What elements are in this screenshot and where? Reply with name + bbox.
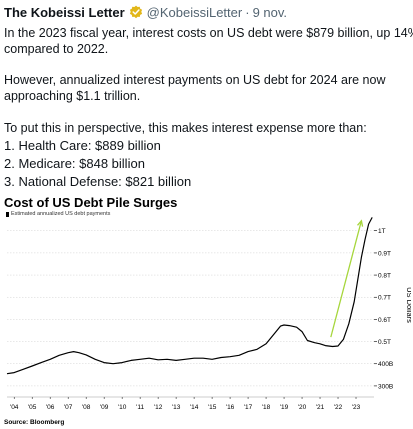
x-tick-label: '13	[172, 404, 181, 411]
author-name[interactable]: The Kobeissi Letter	[4, 4, 125, 20]
legend-swatch	[6, 211, 9, 217]
x-tick-label: '16	[226, 404, 235, 411]
y-tick-label: 1T	[378, 228, 386, 235]
list-item: 2. Medicare: $848 billion	[4, 156, 145, 171]
x-tick-label: '04	[10, 404, 19, 411]
x-tick-label: '22	[334, 404, 343, 411]
chart-title: Cost of US Debt Pile Surges	[4, 195, 178, 210]
y-tick-label: 400B	[378, 361, 393, 368]
x-tick-label: '12	[154, 404, 163, 411]
tweet-text-line: approaching $1.1 trillion.	[4, 89, 141, 103]
x-tick-label: '06	[46, 404, 55, 411]
list-item: 3. National Defense: $821 billion	[4, 174, 192, 189]
tweet-header: The Kobeissi Letter @KobeissiLetter · 9 …	[4, 4, 287, 20]
chart-legend: Estimated annualized US debt payments	[6, 211, 110, 217]
x-tick-label: '15	[208, 404, 217, 411]
y-tick-label: 0.5T	[378, 339, 391, 346]
y-tick-label: 0.6T	[378, 317, 391, 324]
x-tick-label: '17	[244, 404, 253, 411]
chart: 300B 400B 0.5T 0.6T 0.7T 0.8T 0.9T 1T '04 '05 '06 '…	[6, 217, 411, 411]
y-tick-label: 0.7T	[378, 295, 391, 302]
y-axis-label: US Dollars	[405, 287, 411, 323]
tweet-media-image[interactable]: 300B 400B 0.5T 0.6T 0.7T 0.8T 0.9T 1T '04 '05 '06 '…	[2, 195, 411, 427]
x-tick-label: '18	[262, 404, 271, 411]
author-handle[interactable]: @KobeissiLetter	[146, 4, 243, 20]
trend-arrow-line	[330, 220, 363, 338]
trend-arrow-head	[357, 219, 364, 227]
tweet-date[interactable]: 9 nov.	[252, 4, 288, 20]
x-tick-label: '19	[280, 404, 289, 411]
series-line	[6, 217, 373, 375]
list-item: 1. Health Care: $889 billion	[4, 138, 161, 153]
y-tick-label: 0.8T	[378, 273, 391, 280]
y-tick-label: 0.9T	[378, 250, 391, 257]
x-tick-label: '05	[28, 404, 37, 411]
x-tick-label: '07	[64, 404, 73, 411]
x-tick-label: '10	[118, 404, 127, 411]
tweet-text-line: compared to 2022.	[4, 42, 109, 56]
x-tick-label: '23	[352, 404, 361, 411]
x-tick-label: '21	[316, 404, 325, 411]
x-tick-label: '11	[136, 404, 144, 411]
x-tick-label: '08	[82, 404, 91, 411]
tweet-text-line: However, annualized interest payments on…	[4, 73, 386, 87]
x-tick-label: '14	[190, 404, 199, 411]
legend-label: Estimated annualized US debt payments	[11, 211, 111, 217]
tweet-text-line: In the 2023 fiscal year, interest costs …	[4, 26, 413, 40]
verified-badge-icon	[129, 5, 143, 19]
x-tick-label: '09	[100, 404, 109, 411]
tweet-text-line: To put this in perspective, this makes i…	[4, 121, 367, 135]
y-tick-label: 300B	[378, 383, 393, 390]
chart-source: Source: Bloomberg	[4, 419, 65, 426]
x-tick-label: '20	[298, 404, 307, 411]
separator-dot: ·	[245, 4, 250, 20]
